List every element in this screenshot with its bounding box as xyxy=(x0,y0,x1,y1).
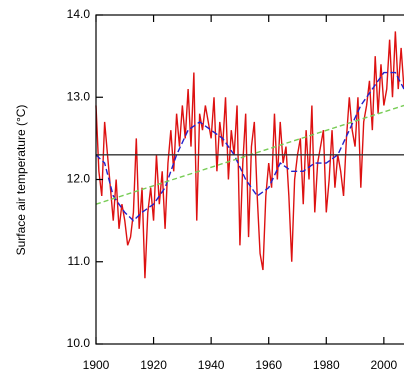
x-tick-label: 1980 xyxy=(313,358,340,372)
x-tick-label: 1920 xyxy=(140,358,167,372)
y-tick-label: 11.0 xyxy=(68,254,91,268)
y-axis-label: Surface air temperature (°C) xyxy=(14,105,28,256)
x-tick-label: 2000 xyxy=(370,358,397,372)
series-line xyxy=(95,31,404,279)
y-tick-label: 13.0 xyxy=(67,89,91,103)
x-tick-label: 1960 xyxy=(255,358,282,372)
x-tick-label: 1900 xyxy=(83,358,110,372)
y-tick-label: 12.0 xyxy=(67,172,91,186)
x-tick-label: 1940 xyxy=(198,358,225,372)
y-tick-label: 14.0 xyxy=(67,7,91,21)
y-tick-label: 10.0 xyxy=(67,336,91,350)
series-line xyxy=(95,71,404,222)
